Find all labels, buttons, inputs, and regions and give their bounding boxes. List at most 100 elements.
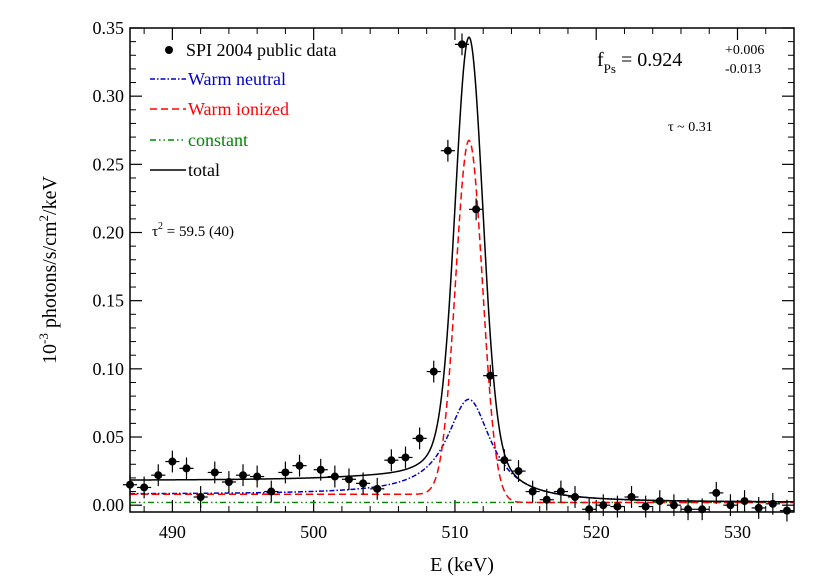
chi-annotation: τ2 = 59.5 (40) bbox=[152, 221, 234, 240]
data-point bbox=[497, 449, 512, 472]
data-point bbox=[327, 465, 342, 488]
y-tick-label: 0.05 bbox=[93, 427, 125, 447]
data-marker bbox=[472, 205, 481, 214]
x-tick-label: 530 bbox=[724, 522, 751, 542]
data-point bbox=[638, 495, 653, 518]
y-axis-exp2: 2 bbox=[36, 215, 51, 222]
data-point bbox=[426, 360, 441, 383]
x-tick-label: 510 bbox=[441, 522, 468, 542]
data-marker bbox=[726, 501, 735, 510]
legend-label-constant: constant bbox=[188, 130, 248, 150]
data-marker bbox=[754, 503, 763, 512]
data-marker bbox=[140, 483, 149, 492]
x-axis-title: E (keV) bbox=[430, 554, 494, 576]
data-point bbox=[553, 480, 568, 503]
svg-text:fPs = 0.924: fPs = 0.924 bbox=[597, 49, 682, 76]
tau-annotation: τ ~ 0.31 bbox=[668, 120, 713, 135]
legend-label-neutral: Warm neutral bbox=[188, 69, 286, 89]
data-point bbox=[341, 468, 357, 491]
x-tick-label: 500 bbox=[300, 522, 327, 542]
legend-marker-data bbox=[165, 46, 173, 54]
data-marker bbox=[239, 471, 248, 480]
data-marker bbox=[281, 468, 290, 477]
warm-neutral-curve bbox=[129, 398, 794, 503]
data-marker bbox=[253, 472, 262, 481]
data-point bbox=[511, 460, 526, 483]
chi-rest: = 59.5 (40) bbox=[163, 224, 234, 240]
warm-ionized-curve bbox=[130, 139, 794, 504]
x-tick-label: 520 bbox=[583, 522, 610, 542]
data-point bbox=[356, 472, 371, 495]
data-point bbox=[596, 494, 611, 517]
data-point bbox=[412, 427, 427, 450]
data-marker bbox=[401, 453, 410, 462]
y-axis-suffix: /keV bbox=[39, 176, 61, 215]
data-points bbox=[122, 33, 794, 522]
y-tick-label: 0.30 bbox=[93, 86, 125, 106]
data-point bbox=[652, 490, 667, 512]
y-tick-label: 0.20 bbox=[93, 223, 125, 243]
data-point bbox=[313, 458, 328, 481]
data-point bbox=[723, 494, 738, 517]
data-marker bbox=[267, 487, 276, 496]
data-point bbox=[610, 495, 625, 518]
data-marker bbox=[669, 501, 678, 510]
data-marker bbox=[196, 493, 205, 502]
y-tick-label: 0.35 bbox=[93, 18, 125, 38]
fps-minus: -0.013 bbox=[725, 62, 761, 77]
data-point bbox=[250, 465, 265, 488]
data-marker bbox=[443, 146, 452, 155]
data-point bbox=[370, 477, 385, 500]
data-marker bbox=[641, 502, 650, 511]
data-marker bbox=[168, 457, 177, 466]
data-point bbox=[751, 497, 766, 519]
y-tick-label: 0.10 bbox=[93, 359, 125, 379]
legend-label-total: total bbox=[188, 160, 220, 180]
legend-label-data: SPI 2004 public data bbox=[186, 40, 337, 60]
x-tick-label: 490 bbox=[159, 522, 186, 542]
data-marker bbox=[613, 502, 622, 511]
data-marker bbox=[684, 505, 693, 514]
data-point bbox=[483, 364, 498, 387]
data-point bbox=[469, 198, 484, 221]
data-point bbox=[695, 498, 710, 521]
data-marker bbox=[768, 499, 777, 508]
data-point bbox=[207, 461, 222, 484]
data-point bbox=[567, 486, 583, 508]
fps-eq: = 0.924 bbox=[616, 49, 682, 71]
data-marker bbox=[655, 497, 664, 506]
data-marker bbox=[224, 478, 233, 487]
data-marker bbox=[210, 468, 219, 477]
data-marker bbox=[500, 456, 509, 465]
data-point bbox=[398, 446, 413, 469]
data-marker bbox=[571, 493, 580, 502]
fps-annotation: fPs = 0.924 +0.006 -0.013 bbox=[597, 43, 764, 77]
data-point bbox=[292, 454, 307, 477]
data-point bbox=[582, 498, 597, 521]
data-marker bbox=[387, 456, 396, 465]
data-point bbox=[709, 482, 724, 504]
data-point bbox=[454, 33, 470, 56]
data-marker bbox=[514, 467, 523, 476]
y-tick-labels: 0.00 0.05 0.10 0.15 0.20 0.25 0.30 0.35 bbox=[93, 18, 125, 515]
data-marker bbox=[740, 497, 749, 506]
data-point bbox=[264, 480, 279, 503]
chi-base: τ bbox=[152, 224, 158, 240]
data-marker bbox=[599, 501, 608, 510]
data-marker bbox=[542, 495, 551, 504]
y-axis-prefix: 10 bbox=[39, 344, 61, 364]
data-point bbox=[151, 464, 166, 487]
data-marker bbox=[429, 367, 438, 376]
data-marker bbox=[316, 465, 325, 474]
data-point bbox=[440, 139, 455, 162]
data-point bbox=[525, 480, 540, 503]
data-marker bbox=[330, 472, 339, 481]
data-marker bbox=[182, 464, 191, 473]
data-marker bbox=[344, 475, 353, 484]
data-point bbox=[624, 486, 639, 508]
data-point bbox=[737, 490, 752, 512]
y-tick-label: 0.25 bbox=[93, 154, 125, 174]
data-point bbox=[765, 492, 780, 515]
data-marker bbox=[458, 40, 466, 49]
